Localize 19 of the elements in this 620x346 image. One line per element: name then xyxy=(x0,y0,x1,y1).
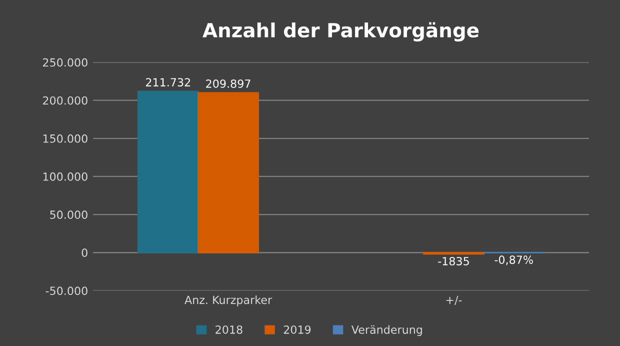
y-tick-label: 50.000 xyxy=(50,210,88,219)
chart-title: Anzahl der Parkvorgänge xyxy=(202,22,479,42)
legend-label: 2019 xyxy=(284,325,311,334)
legend-label: 2018 xyxy=(216,325,242,334)
data-label: 209.897 xyxy=(206,79,250,88)
y-tick-label: 200.000 xyxy=(43,96,88,105)
bar xyxy=(198,92,260,254)
bar xyxy=(137,90,199,254)
y-tick-label: 100.000 xyxy=(43,172,88,181)
data-label: -1835 xyxy=(438,256,469,266)
y-tick-label: 0 xyxy=(82,248,88,257)
y-tick-label: 150.000 xyxy=(43,134,88,143)
x-tick-label: Anz. Kurzparker xyxy=(184,296,272,306)
y-tick-label: 250.000 xyxy=(43,58,88,67)
x-tick-label: +/- xyxy=(446,296,462,305)
y-tick-label: -50.000 xyxy=(46,286,88,296)
data-label: 211.732 xyxy=(146,78,190,86)
legend-label: Veränderung xyxy=(351,325,422,336)
data-label: -0,87% xyxy=(494,256,533,266)
